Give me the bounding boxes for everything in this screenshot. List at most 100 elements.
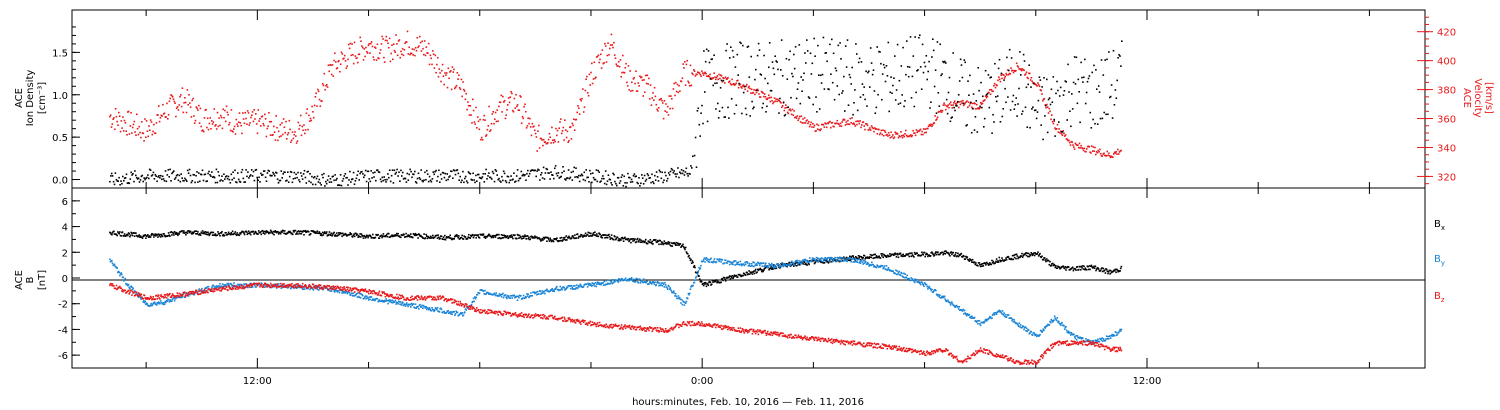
data-point-red: [370, 41, 373, 43]
data-point-By: [706, 259, 708, 262]
data-point-Bx: [577, 237, 580, 239]
data-point-Bx: [503, 234, 505, 237]
data-point-Bx: [748, 273, 751, 275]
data-point-By: [482, 290, 485, 292]
data-point-red: [1092, 146, 1095, 148]
data-point-red: [769, 100, 772, 103]
data-point-By: [145, 303, 147, 306]
data-point-By: [475, 296, 477, 299]
data-point-By: [366, 295, 368, 298]
data-point-black: [1089, 111, 1092, 114]
data-point-red: [475, 106, 477, 109]
data-point-black: [486, 178, 488, 180]
data-point-red: [208, 122, 211, 125]
data-point-red: [188, 94, 190, 96]
data-point-By: [516, 299, 519, 301]
data-point-Bx: [934, 252, 936, 255]
data-point-black: [637, 182, 639, 185]
data-point-red: [1006, 69, 1009, 71]
data-point-black: [275, 172, 278, 174]
data-point-By: [153, 301, 156, 303]
data-point-Bx: [238, 234, 241, 237]
data-point-red: [480, 138, 482, 141]
data-point-black: [812, 103, 814, 106]
data-point-Bx: [720, 281, 722, 283]
data-point-black: [138, 181, 141, 183]
data-point-Bx: [899, 252, 902, 255]
data-point-black: [685, 167, 688, 170]
data-point-Bx: [1011, 258, 1013, 261]
data-point-red: [555, 127, 557, 130]
data-point-By: [221, 283, 224, 285]
data-point-red: [1069, 144, 1072, 146]
data-point-Bx: [560, 236, 563, 239]
data-point-Bx: [795, 262, 797, 264]
data-point-red: [838, 123, 840, 125]
data-point-black: [527, 175, 530, 177]
data-point-red: [503, 101, 505, 103]
data-point-Bx: [1115, 271, 1117, 274]
data-point-black: [928, 60, 930, 63]
data-point-red: [816, 123, 818, 126]
data-point-Bx: [175, 231, 178, 234]
data-point-Bx: [603, 234, 606, 236]
data-point-black: [932, 38, 934, 40]
data-point-By: [378, 300, 380, 302]
data-point-black: [356, 174, 359, 176]
top-right-tick-label: 340: [1437, 143, 1456, 154]
data-point-black: [799, 102, 802, 105]
data-point-red: [772, 102, 774, 105]
data-point-By: [561, 288, 564, 291]
data-point-red: [463, 90, 466, 92]
data-point-red: [290, 139, 293, 142]
data-point-Bx: [523, 235, 525, 238]
data-point-black: [410, 170, 412, 173]
data-point-red: [163, 112, 166, 115]
data-point-red: [1023, 69, 1025, 72]
data-point-Bx: [501, 237, 503, 239]
data-point-By: [688, 293, 690, 296]
data-point-By: [545, 289, 547, 292]
data-point-red: [437, 75, 440, 78]
data-point-red: [694, 75, 697, 77]
data-point-By: [504, 294, 507, 296]
data-point-red: [693, 70, 696, 72]
data-point-black: [1110, 84, 1113, 86]
data-point-By: [658, 284, 660, 287]
data-point-black: [717, 102, 719, 105]
data-point-red: [153, 123, 155, 126]
data-point-black: [956, 105, 958, 107]
data-point-red: [827, 122, 830, 125]
data-point-Bx: [757, 269, 760, 272]
data-point-Bx: [943, 250, 946, 253]
data-point-Bx: [985, 264, 987, 266]
data-point-black: [964, 61, 966, 64]
data-point-black: [1040, 124, 1042, 126]
data-point-black: [528, 172, 531, 175]
data-point-red: [615, 63, 618, 65]
data-point-black: [946, 112, 949, 115]
data-point-red: [250, 116, 252, 119]
data-point-black: [819, 74, 822, 77]
data-point-Bx: [396, 232, 398, 235]
data-point-black: [545, 167, 548, 170]
data-point-red: [860, 126, 862, 129]
data-point-black: [149, 169, 152, 171]
data-point-black: [863, 86, 865, 88]
data-point-Bx: [905, 254, 907, 256]
data-point-black: [388, 176, 390, 179]
data-point-black: [498, 177, 500, 180]
data-point-red: [1043, 97, 1046, 100]
data-point-red: [1017, 66, 1020, 68]
data-point-black: [1002, 108, 1004, 110]
data-point-Bx: [353, 233, 355, 235]
data-point-black: [744, 107, 747, 110]
data-point-black: [402, 178, 405, 180]
data-point-red: [647, 83, 649, 85]
data-point-red: [794, 116, 797, 118]
data-point-Bx: [468, 233, 470, 236]
data-point-Bx: [131, 232, 133, 235]
data-point-Bx: [630, 241, 632, 244]
data-point-By: [772, 266, 774, 268]
data-point-black: [349, 170, 351, 173]
